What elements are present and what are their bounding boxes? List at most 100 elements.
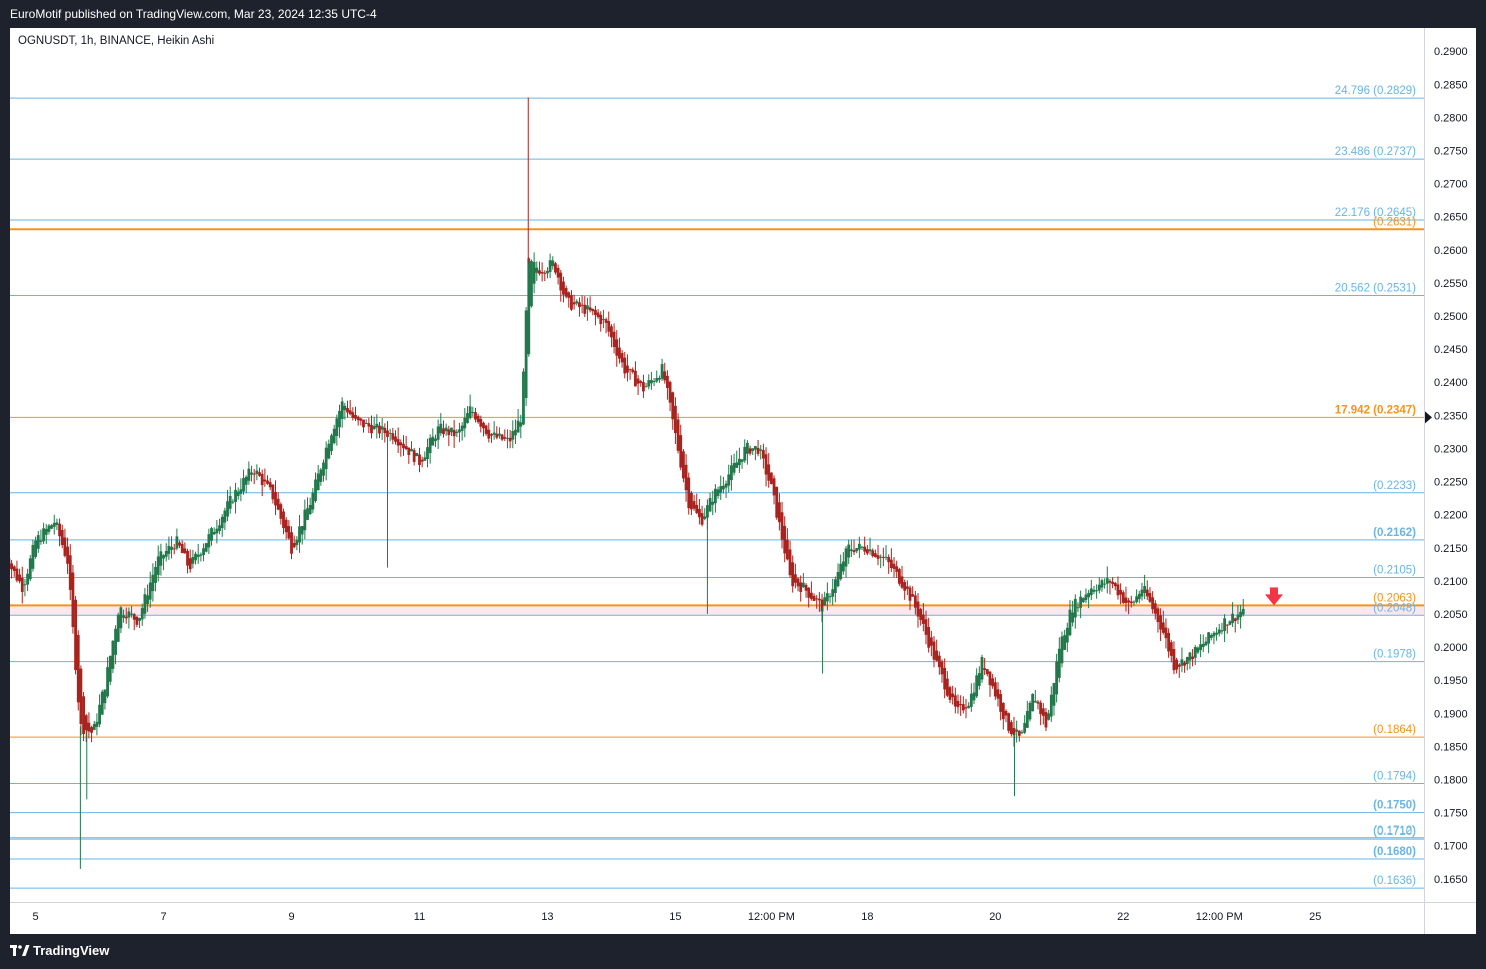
candle-body	[388, 432, 392, 434]
candle-body	[825, 593, 829, 602]
candle-body	[159, 551, 163, 566]
candle-body	[426, 447, 429, 460]
candle-body	[919, 609, 923, 621]
level-label: (0.1636)	[1373, 875, 1416, 887]
candle-body	[324, 447, 328, 470]
symbol-label[interactable]: OGNUSDT, 1h, BINANCE, Heikin Ashi	[18, 35, 215, 47]
candle-body	[236, 491, 240, 496]
candle-body	[474, 412, 477, 420]
price-tick-label: 0.2350	[1434, 410, 1468, 422]
candle-body	[1220, 630, 1224, 632]
candle-body	[658, 377, 661, 380]
candle-body	[314, 479, 317, 502]
candle-body	[684, 464, 688, 491]
candle-body	[996, 689, 1000, 699]
chart-frame[interactable]: 24.796 (0.2829) 23.486 (0.2737) 22.176 (0.…	[10, 28, 1476, 934]
candle-body	[548, 260, 552, 273]
candle-body	[873, 553, 877, 557]
price-chart[interactable]: 24.796 (0.2829) 23.486 (0.2737) 22.176 (0.…	[10, 28, 1476, 934]
candle-body	[295, 539, 299, 546]
candle-body	[1212, 632, 1216, 637]
candle-body	[466, 413, 469, 424]
candle-body	[1137, 593, 1141, 600]
candle-body	[410, 449, 413, 452]
time-tick-label: 5	[33, 911, 39, 923]
time-tick-label: 13	[541, 911, 553, 923]
candle-body	[948, 687, 952, 700]
candle-body	[252, 473, 256, 475]
candle-body	[383, 427, 387, 434]
candle-body	[732, 462, 736, 473]
candle-body	[428, 437, 432, 454]
candle-body	[372, 426, 376, 430]
candle-body	[228, 495, 232, 509]
candle-body	[274, 492, 277, 506]
candle-body	[1127, 600, 1131, 603]
candle-body	[618, 347, 621, 359]
candle-body	[340, 401, 344, 420]
candle-body	[937, 655, 941, 668]
candle-body	[532, 261, 536, 284]
time-tick-label: 25	[1309, 911, 1321, 923]
level-label: 17.942 (0.2347)	[1335, 404, 1416, 416]
candle-body	[263, 479, 267, 482]
candle-body	[84, 715, 88, 731]
level-label: 24.796 (0.2829)	[1335, 85, 1416, 97]
candle-body	[700, 513, 704, 525]
candle-body	[676, 419, 680, 451]
tradingview-brand[interactable]: TradingView	[33, 943, 110, 958]
candle-body	[188, 558, 192, 570]
current-price-marker	[1425, 411, 1432, 424]
candle-body	[753, 446, 757, 450]
candle-body	[562, 281, 565, 295]
candle-body	[868, 549, 872, 552]
candle-body	[335, 418, 339, 436]
candle-body	[650, 380, 653, 384]
candle-body	[63, 537, 67, 556]
candle-body	[591, 308, 595, 312]
candle-body	[841, 561, 845, 572]
candle-body	[820, 599, 824, 612]
candle-body	[167, 545, 171, 554]
candle-body	[1089, 588, 1093, 596]
time-tick-label: 12:00 PM	[1196, 911, 1243, 923]
candle-body	[714, 488, 717, 504]
level-label: (0.2048)	[1373, 602, 1416, 614]
candle-body	[546, 270, 549, 274]
candle-body	[391, 433, 395, 440]
candle-body	[879, 556, 883, 558]
candle-body	[367, 423, 371, 427]
candle-body	[602, 319, 605, 321]
candle-body	[1121, 592, 1125, 603]
candle-body	[119, 607, 123, 629]
candle-body	[991, 678, 995, 687]
candle-body	[900, 576, 904, 588]
candle-body	[556, 267, 560, 278]
candle-body	[415, 452, 419, 457]
candle-body	[1151, 597, 1155, 610]
candle-body	[52, 522, 56, 527]
candle-body	[359, 418, 363, 421]
candle-body	[71, 572, 75, 628]
time-tick-label: 18	[861, 911, 873, 923]
candle-body	[780, 512, 784, 540]
candle-body	[316, 473, 320, 491]
candle-body	[82, 696, 85, 735]
candle-body	[831, 589, 835, 597]
candle-body	[1172, 648, 1176, 671]
tradingview-logo-icon[interactable]	[10, 944, 30, 958]
candle-body	[588, 307, 592, 311]
candle-body	[148, 582, 152, 600]
candle-body	[1225, 624, 1229, 626]
price-tick-label: 0.1650	[1434, 874, 1468, 886]
candle-body	[804, 584, 808, 591]
candle-body	[1223, 618, 1226, 631]
candle-body	[655, 377, 659, 382]
candle-body	[36, 535, 40, 549]
candle-body	[897, 569, 901, 584]
candle-body	[729, 465, 733, 481]
candle-body	[610, 326, 613, 338]
candle-body	[559, 272, 563, 291]
candle-body	[12, 566, 16, 571]
level-label: (0.1712)	[1373, 825, 1416, 837]
